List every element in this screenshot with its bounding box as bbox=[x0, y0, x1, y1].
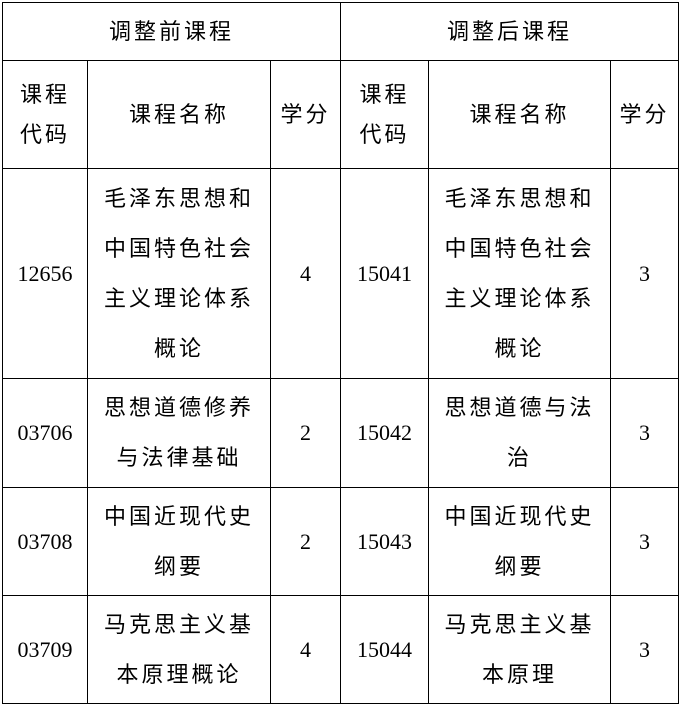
new-code: 15044 bbox=[340, 595, 429, 704]
header-after: 调整后课程 bbox=[340, 2, 679, 61]
table-row: 03709 马克思主义基本原理概论 4 15044 马克思主义基本原理 3 bbox=[2, 595, 679, 704]
table-row: 12656 毛泽东思想和中国特色社会主义理论体系概论 4 15041 毛泽东思想… bbox=[2, 168, 679, 379]
new-credit: 3 bbox=[610, 168, 679, 379]
col-new-credit: 学分 bbox=[610, 60, 679, 169]
old-code: 12656 bbox=[2, 168, 88, 379]
old-credit: 2 bbox=[270, 487, 341, 596]
old-code: 03706 bbox=[2, 378, 88, 488]
new-credit: 3 bbox=[610, 595, 679, 704]
old-name: 中国近现代史纲要 bbox=[87, 487, 271, 596]
old-credit: 4 bbox=[270, 168, 341, 379]
old-name: 马克思主义基本原理概论 bbox=[87, 595, 271, 704]
new-code: 15042 bbox=[340, 378, 429, 488]
new-credit: 3 bbox=[610, 487, 679, 596]
col-new-code: 课程代码 bbox=[340, 60, 429, 169]
new-credit: 3 bbox=[610, 378, 679, 488]
new-code: 15043 bbox=[340, 487, 429, 596]
new-name: 马克思主义基本原理 bbox=[428, 595, 611, 704]
old-credit: 4 bbox=[270, 595, 341, 704]
old-code: 03708 bbox=[2, 487, 88, 596]
new-name: 中国近现代史纲要 bbox=[428, 487, 611, 596]
new-code: 15041 bbox=[340, 168, 429, 379]
col-old-credit: 学分 bbox=[270, 60, 341, 169]
table-row: 03708 中国近现代史纲要 2 15043 中国近现代史纲要 3 bbox=[2, 487, 679, 596]
new-name: 毛泽东思想和中国特色社会主义理论体系概论 bbox=[428, 168, 611, 379]
col-old-name: 课程名称 bbox=[87, 60, 271, 169]
old-name: 思想道德修养与法律基础 bbox=[87, 378, 271, 488]
col-old-code: 课程代码 bbox=[2, 60, 88, 169]
old-name: 毛泽东思想和中国特色社会主义理论体系概论 bbox=[87, 168, 271, 379]
col-new-name: 课程名称 bbox=[428, 60, 611, 169]
header-before: 调整前课程 bbox=[2, 2, 341, 61]
table-row: 03706 思想道德修养与法律基础 2 15042 思想道德与法治 3 bbox=[2, 378, 679, 488]
old-credit: 2 bbox=[270, 378, 341, 488]
new-name: 思想道德与法治 bbox=[428, 378, 611, 488]
old-code: 03709 bbox=[2, 595, 88, 704]
